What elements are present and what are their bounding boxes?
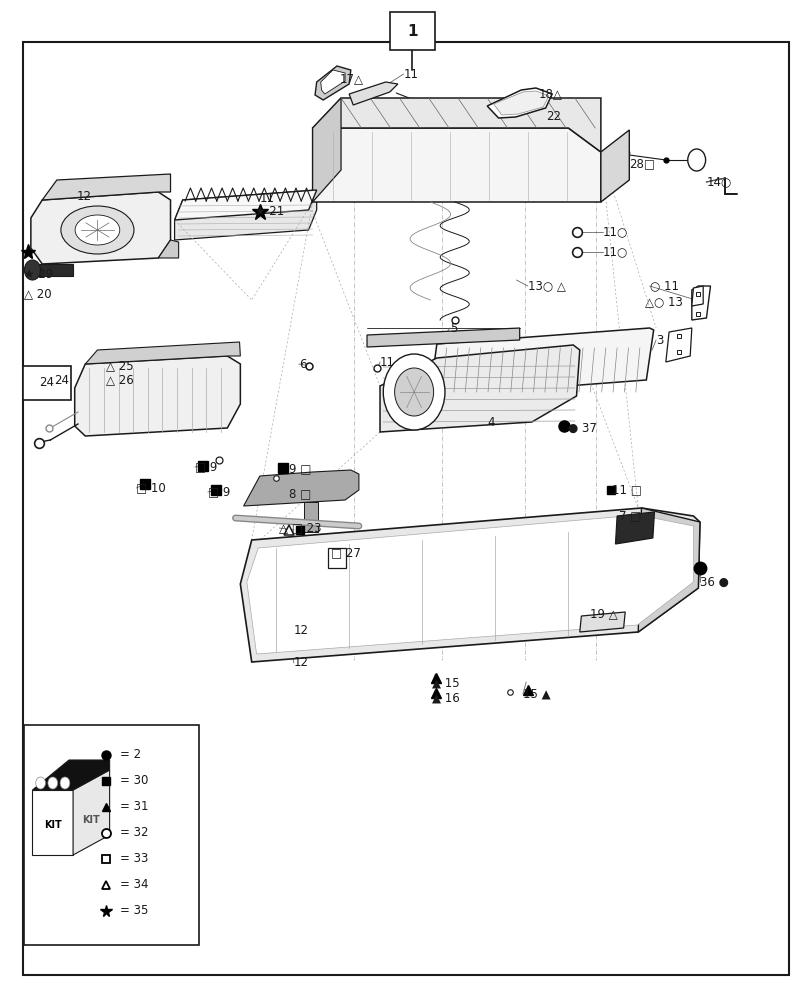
Text: 22: 22 xyxy=(546,109,560,122)
Polygon shape xyxy=(637,508,699,632)
Text: △ 25: △ 25 xyxy=(105,360,133,372)
Polygon shape xyxy=(174,190,316,240)
Polygon shape xyxy=(75,356,240,436)
Text: 24: 24 xyxy=(40,376,54,389)
Polygon shape xyxy=(36,264,73,276)
Text: = 35: = 35 xyxy=(120,904,148,918)
Bar xyxy=(389,12,435,50)
Polygon shape xyxy=(174,190,316,220)
Bar xyxy=(328,548,345,568)
Polygon shape xyxy=(312,98,600,152)
Ellipse shape xyxy=(75,215,120,245)
Text: 24: 24 xyxy=(54,373,69,386)
Circle shape xyxy=(24,260,41,280)
Text: 8 □: 8 □ xyxy=(289,488,311,500)
Text: 4: 4 xyxy=(487,416,494,428)
Polygon shape xyxy=(312,98,341,202)
Text: 13○ △: 13○ △ xyxy=(527,279,565,292)
Text: △ 20: △ 20 xyxy=(24,288,52,300)
Text: 11: 11 xyxy=(380,356,394,368)
Text: 12: 12 xyxy=(294,624,308,638)
Circle shape xyxy=(383,354,444,430)
Text: □ 10: □ 10 xyxy=(136,482,166,494)
Polygon shape xyxy=(600,130,629,202)
Text: KIT: KIT xyxy=(82,815,100,825)
Text: 19 △: 19 △ xyxy=(589,607,616,620)
Text: = 30: = 30 xyxy=(120,774,148,788)
Polygon shape xyxy=(32,760,109,790)
Polygon shape xyxy=(320,70,345,94)
Polygon shape xyxy=(312,128,600,202)
Circle shape xyxy=(36,777,45,789)
Polygon shape xyxy=(158,240,178,258)
Text: KIT: KIT xyxy=(44,820,62,830)
Polygon shape xyxy=(304,502,318,532)
Text: 7 □: 7 □ xyxy=(618,510,641,522)
Polygon shape xyxy=(367,328,519,347)
Polygon shape xyxy=(73,770,109,855)
Text: 1: 1 xyxy=(407,23,417,38)
Polygon shape xyxy=(615,512,654,544)
Polygon shape xyxy=(42,174,170,200)
Text: 28□: 28□ xyxy=(629,157,654,170)
Text: = 32: = 32 xyxy=(120,826,148,839)
Text: 3: 3 xyxy=(655,334,663,347)
Text: 11 □: 11 □ xyxy=(611,484,642,496)
Polygon shape xyxy=(243,470,358,506)
Text: 14○: 14○ xyxy=(706,176,731,188)
Ellipse shape xyxy=(61,206,134,254)
Text: ○ 11: ○ 11 xyxy=(649,279,678,292)
Text: = 33: = 33 xyxy=(120,852,148,865)
Text: 12: 12 xyxy=(77,190,92,204)
Text: △○ 13: △○ 13 xyxy=(644,296,682,308)
Polygon shape xyxy=(691,286,710,320)
Polygon shape xyxy=(487,88,551,118)
Text: 6: 6 xyxy=(298,358,306,370)
Text: ● 37: ● 37 xyxy=(568,422,597,434)
Text: 17△: 17△ xyxy=(339,73,363,86)
Text: □ 9: □ 9 xyxy=(195,460,217,474)
Circle shape xyxy=(60,777,70,789)
Text: 12: 12 xyxy=(294,656,308,670)
Polygon shape xyxy=(349,82,397,105)
Polygon shape xyxy=(579,612,624,632)
Text: = 31: = 31 xyxy=(120,800,148,814)
Polygon shape xyxy=(85,342,240,364)
Polygon shape xyxy=(315,66,350,100)
Text: ★ 29: ★ 29 xyxy=(24,267,54,280)
Text: 15 ▲: 15 ▲ xyxy=(522,688,550,700)
Polygon shape xyxy=(240,508,699,662)
Text: △ □ 23: △ □ 23 xyxy=(279,522,321,534)
Circle shape xyxy=(394,368,433,416)
Polygon shape xyxy=(665,328,691,362)
Text: □ 9: □ 9 xyxy=(208,486,230,498)
Text: 11○: 11○ xyxy=(602,245,627,258)
Polygon shape xyxy=(31,192,170,264)
Polygon shape xyxy=(430,328,653,396)
Polygon shape xyxy=(247,515,693,654)
Text: 18△: 18△ xyxy=(539,88,562,101)
Text: 11○: 11○ xyxy=(602,226,627,238)
Text: ★ 21: ★ 21 xyxy=(255,205,284,218)
Text: = 2: = 2 xyxy=(120,748,141,762)
Bar xyxy=(24,725,199,945)
Text: □ 27: □ 27 xyxy=(331,546,361,560)
Text: △ 26: △ 26 xyxy=(105,373,133,386)
Polygon shape xyxy=(691,286,702,306)
Polygon shape xyxy=(493,91,548,115)
Text: ▲ 15: ▲ 15 xyxy=(431,676,459,690)
Circle shape xyxy=(687,149,705,171)
Text: 11: 11 xyxy=(403,68,418,81)
Polygon shape xyxy=(380,345,579,432)
Text: 36 ●: 36 ● xyxy=(699,576,728,588)
Text: 5: 5 xyxy=(449,322,457,334)
Text: ▲ 16: ▲ 16 xyxy=(431,692,459,704)
Text: = 34: = 34 xyxy=(120,878,148,892)
Bar xyxy=(23,366,71,400)
Polygon shape xyxy=(32,790,73,855)
Text: 9 □: 9 □ xyxy=(289,462,311,476)
Text: 11: 11 xyxy=(260,192,274,205)
Circle shape xyxy=(48,777,58,789)
